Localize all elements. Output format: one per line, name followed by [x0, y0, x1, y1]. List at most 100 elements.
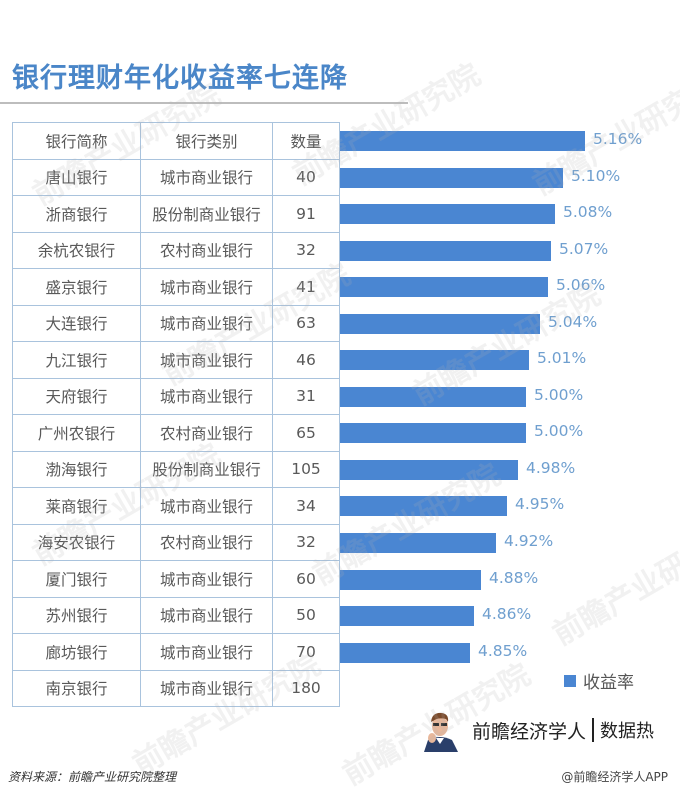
product-count-cell: 34 [272, 487, 340, 525]
bank-type-cell: 城市商业银行 [140, 596, 273, 634]
bank-name-cell: 九江银行 [12, 341, 141, 379]
bar-chart: 5.16% 5.10% 5.08% 5.07% 5.06% 5.04% 5.01% 5.00%… [340, 122, 680, 670]
bank-name-cell: 渤海银行 [12, 450, 141, 488]
yield-bar [340, 606, 474, 627]
yield-value-label: 4.86% [482, 605, 532, 624]
chart-title: 银行理财年化收益率七连降 [12, 63, 348, 94]
bar-row: 5.16% [340, 122, 680, 159]
product-count-cell: 65 [272, 414, 340, 452]
bank-type-cell: 城市商业银行 [140, 669, 273, 707]
product-count-cell: 63 [272, 304, 340, 342]
yield-value-label: 5.04% [548, 312, 598, 331]
table-row: 大连银行 城市商业银行 63 [12, 304, 340, 342]
table-row: 浙商银行 股份制商业银行 91 [12, 195, 340, 233]
bank-name-cell: 厦门银行 [12, 560, 141, 598]
table-row: 天府银行 城市商业银行 31 [12, 377, 340, 415]
bank-name-cell: 天府银行 [12, 377, 141, 415]
yield-value-label: 5.08% [563, 203, 613, 222]
bar-row: 5.04% [340, 305, 680, 342]
bar-row: 5.00% [340, 378, 680, 415]
yield-bar [340, 277, 548, 298]
yield-value-label: 4.85% [478, 641, 528, 660]
yield-bar [340, 131, 585, 151]
table-row: 九江银行 城市商业银行 46 [12, 341, 340, 379]
table-row: 渤海银行 股份制商业银行 105 [12, 450, 340, 488]
column-header-type: 银行类别 [140, 122, 273, 160]
bar-row: 5.06% [340, 268, 680, 305]
product-count-cell: 32 [272, 523, 340, 561]
bank-type-cell: 农村商业银行 [140, 231, 273, 269]
yield-value-label: 5.00% [534, 385, 584, 404]
bank-name-cell: 海安农银行 [12, 523, 141, 561]
bank-type-cell: 城市商业银行 [140, 633, 273, 671]
yield-bar [340, 569, 481, 590]
bank-type-cell: 股份制商业银行 [140, 195, 273, 233]
table-row: 莱商银行 城市商业银行 34 [12, 487, 340, 525]
bar-row: 5.01% [340, 341, 680, 378]
yield-bar [340, 459, 518, 480]
brand-tag: 数据热 [600, 721, 655, 742]
product-count-cell: 105 [272, 450, 340, 488]
bank-name-cell: 浙商银行 [12, 195, 141, 233]
table-header-row: 银行简称 银行类别 数量 [12, 122, 340, 160]
bar-row: 5.08% [340, 195, 680, 232]
yield-value-label: 5.07% [559, 239, 609, 258]
yield-value-label: 4.88% [489, 568, 539, 587]
bank-name-cell: 广州农银行 [12, 414, 141, 452]
column-header-count: 数量 [272, 122, 340, 160]
product-count-cell: 180 [272, 669, 340, 707]
bank-type-cell: 股份制商业银行 [140, 450, 273, 488]
product-count-cell: 46 [272, 341, 340, 379]
bank-name-cell: 南京银行 [12, 669, 141, 707]
yield-bar [340, 386, 526, 407]
yield-value-label: 5.00% [534, 422, 584, 441]
product-count-cell: 40 [272, 158, 340, 196]
table-row: 南京银行 城市商业银行 180 [12, 669, 340, 707]
yield-bar [340, 533, 496, 554]
bank-type-cell: 农村商业银行 [140, 523, 273, 561]
column-header-name: 银行简称 [12, 122, 141, 160]
bank-type-cell: 城市商业银行 [140, 158, 273, 196]
table-row: 厦门银行 城市商业银行 60 [12, 560, 340, 598]
bank-type-cell: 城市商业银行 [140, 268, 273, 306]
bar-row: 4.92% [340, 524, 680, 561]
bar-row: 5.07% [340, 232, 680, 269]
bar-row: 5.00% [340, 414, 680, 451]
product-count-cell: 91 [272, 195, 340, 233]
bar-row: 4.86% [340, 597, 680, 634]
bank-name-cell: 苏州银行 [12, 596, 141, 634]
bar-row: 4.88% [340, 561, 680, 598]
bank-type-cell: 城市商业银行 [140, 304, 273, 342]
table-row: 海安农银行 农村商业银行 32 [12, 523, 340, 561]
title-divider [0, 102, 408, 104]
table-row: 唐山银行 城市商业银行 40 [12, 158, 340, 196]
yield-bar [340, 313, 540, 334]
brand-separator [592, 718, 595, 742]
brand-name: 前瞻经济学人 [472, 720, 587, 743]
table-row: 盛京银行 城市商业银行 41 [12, 268, 340, 306]
yield-bar [340, 642, 470, 663]
yield-bar [340, 350, 529, 371]
bar-row: 5.10% [340, 159, 680, 196]
bank-table: 银行简称 银行类别 数量 唐山银行 城市商业银行 40 浙商银行 股份制商业银行 91 余杭… [12, 122, 340, 707]
bar-row: 4.98% [340, 451, 680, 488]
product-count-cell: 31 [272, 377, 340, 415]
credit-note: @前瞻经济学人APP [561, 770, 668, 784]
yield-value-label: 5.16% [593, 130, 643, 148]
yield-bar [340, 204, 555, 225]
product-count-cell: 60 [272, 560, 340, 598]
economist-avatar-icon [418, 708, 462, 752]
brand-block: 前瞻经济学人 数据热 [418, 708, 654, 752]
bank-name-cell: 余杭农银行 [12, 231, 141, 269]
product-count-cell: 50 [272, 596, 340, 634]
legend-label: 收益率 [583, 673, 634, 693]
bank-name-cell: 莱商银行 [12, 487, 141, 525]
yield-value-label: 5.10% [571, 166, 621, 185]
table-row: 苏州银行 城市商业银行 50 [12, 596, 340, 634]
bank-name-cell: 盛京银行 [12, 268, 141, 306]
bank-type-cell: 城市商业银行 [140, 377, 273, 415]
yield-value-label: 5.06% [556, 276, 606, 295]
table-row: 廊坊银行 城市商业银行 70 [12, 633, 340, 671]
table-row: 余杭农银行 农村商业银行 32 [12, 231, 340, 269]
yield-value-label: 4.95% [515, 495, 565, 514]
